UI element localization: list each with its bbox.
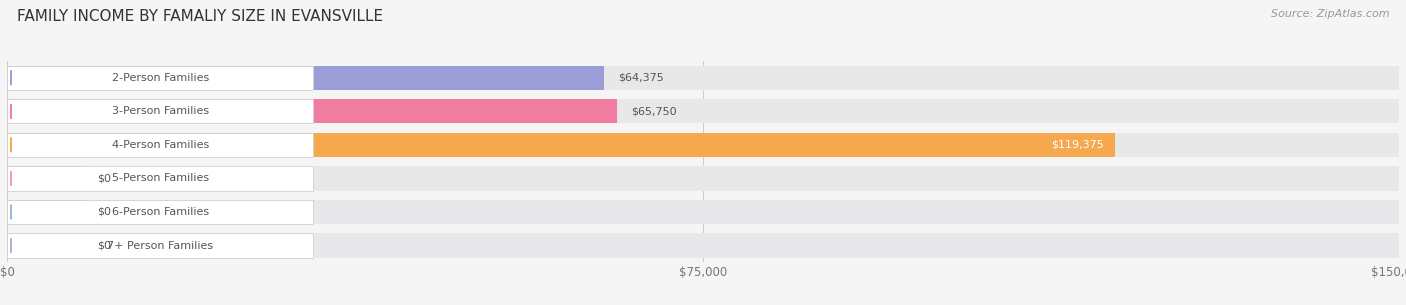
Bar (7, 233, 83, 258)
Bar (7, 200, 314, 224)
Text: 3-Person Families: 3-Person Families (111, 106, 208, 116)
Bar (7, 66, 605, 90)
Text: $0: $0 (97, 241, 111, 250)
Bar (7, 233, 1399, 258)
Text: $64,375: $64,375 (619, 73, 664, 83)
Text: 5-Person Families: 5-Person Families (111, 174, 208, 183)
Bar (7, 133, 1399, 157)
Bar (7, 200, 83, 224)
Text: $65,750: $65,750 (631, 106, 676, 116)
Bar (7, 99, 1399, 124)
Text: 7+ Person Families: 7+ Person Families (107, 241, 214, 250)
Bar (7, 133, 1115, 157)
Bar (7, 233, 314, 258)
Bar (7, 166, 314, 191)
Text: 6-Person Families: 6-Person Families (111, 207, 208, 217)
Bar (7, 99, 617, 124)
Bar (7, 166, 83, 191)
Bar (7, 166, 1399, 191)
Bar (7, 66, 314, 90)
Bar (7, 99, 314, 124)
Text: FAMILY INCOME BY FAMALIY SIZE IN EVANSVILLE: FAMILY INCOME BY FAMALIY SIZE IN EVANSVI… (17, 9, 382, 24)
Bar (7, 66, 1399, 90)
Bar (7, 200, 1399, 224)
Text: Source: ZipAtlas.com: Source: ZipAtlas.com (1271, 9, 1389, 19)
Text: 4-Person Families: 4-Person Families (111, 140, 208, 150)
Text: 2-Person Families: 2-Person Families (111, 73, 208, 83)
Text: $0: $0 (97, 207, 111, 217)
Text: $0: $0 (97, 174, 111, 183)
Text: $119,375: $119,375 (1050, 140, 1104, 150)
Bar (7, 133, 314, 157)
